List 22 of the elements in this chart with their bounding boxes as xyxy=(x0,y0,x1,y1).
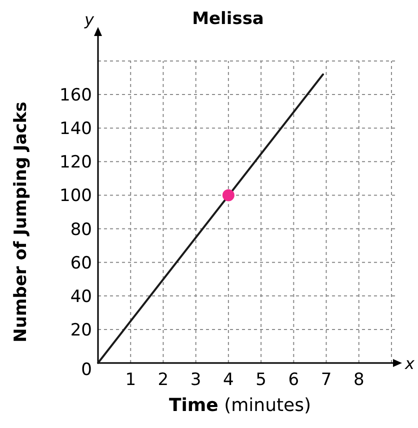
y-tick-label: 160 xyxy=(60,86,92,106)
y-tick-label: 100 xyxy=(60,186,92,206)
x-tick-label: 6 xyxy=(288,370,300,390)
x-tick-label: 1 xyxy=(125,370,136,390)
x-tick-label: 3 xyxy=(190,370,202,390)
x-tick-label: 5 xyxy=(256,370,266,390)
y-tick-label: 140 xyxy=(60,119,92,140)
x-tick-label: 7 xyxy=(320,370,332,390)
x-tick-label: 2 xyxy=(158,370,169,390)
text: x xyxy=(404,354,415,373)
y-tick-label: 120 xyxy=(60,152,92,173)
x-tick-label: 4 xyxy=(223,370,234,390)
x-tick-label: 8 xyxy=(353,370,364,390)
y-tick-label: 40 xyxy=(70,286,92,307)
y-tick-label: 80 xyxy=(70,220,92,240)
chart-title: Melissa xyxy=(192,9,264,29)
y-tick-label: 60 xyxy=(70,253,92,274)
text: y xyxy=(84,10,95,29)
y-tick-label: 20 xyxy=(70,320,92,340)
y-axis-title: Number of Jumping Jacks xyxy=(11,102,31,342)
x-axis-title: Time (minutes) xyxy=(168,395,312,416)
y-tick-label: 0 xyxy=(81,360,92,380)
